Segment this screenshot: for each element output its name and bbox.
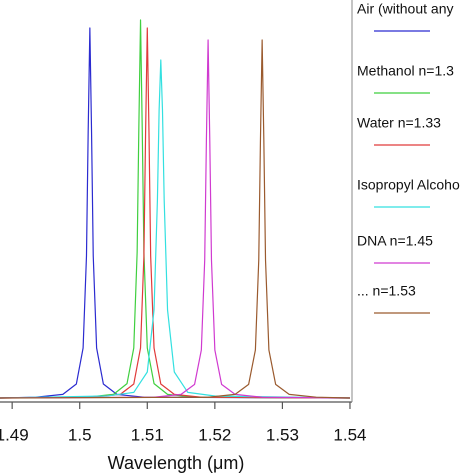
x-tick-label: 1.52: [198, 425, 231, 444]
legend-label: Isopropyl Alcoho: [357, 177, 460, 193]
line-series: [0, 59, 350, 399]
legend-label: Air (without any: [357, 1, 453, 17]
x-tick-label: 1.53: [266, 425, 299, 444]
line-series: [0, 39, 350, 399]
line-series: [0, 19, 350, 399]
x-tick-label: 1.54: [333, 425, 366, 444]
x-tick-label: 1.51: [131, 425, 164, 444]
legend-label: Water n=1.33: [357, 115, 441, 131]
x-axis-label: Wavelength (μm): [108, 453, 245, 473]
line-series: [0, 27, 350, 399]
x-tick-label: 1.5: [68, 425, 92, 444]
legend-label: DNA n=1.45: [357, 233, 433, 249]
legend-label: Methanol n=1.3: [357, 63, 454, 79]
line-series: [0, 27, 350, 399]
legend-label: ... n=1.53: [357, 283, 416, 299]
x-tick-label: 1.49: [0, 425, 29, 444]
line-series: [0, 39, 350, 399]
